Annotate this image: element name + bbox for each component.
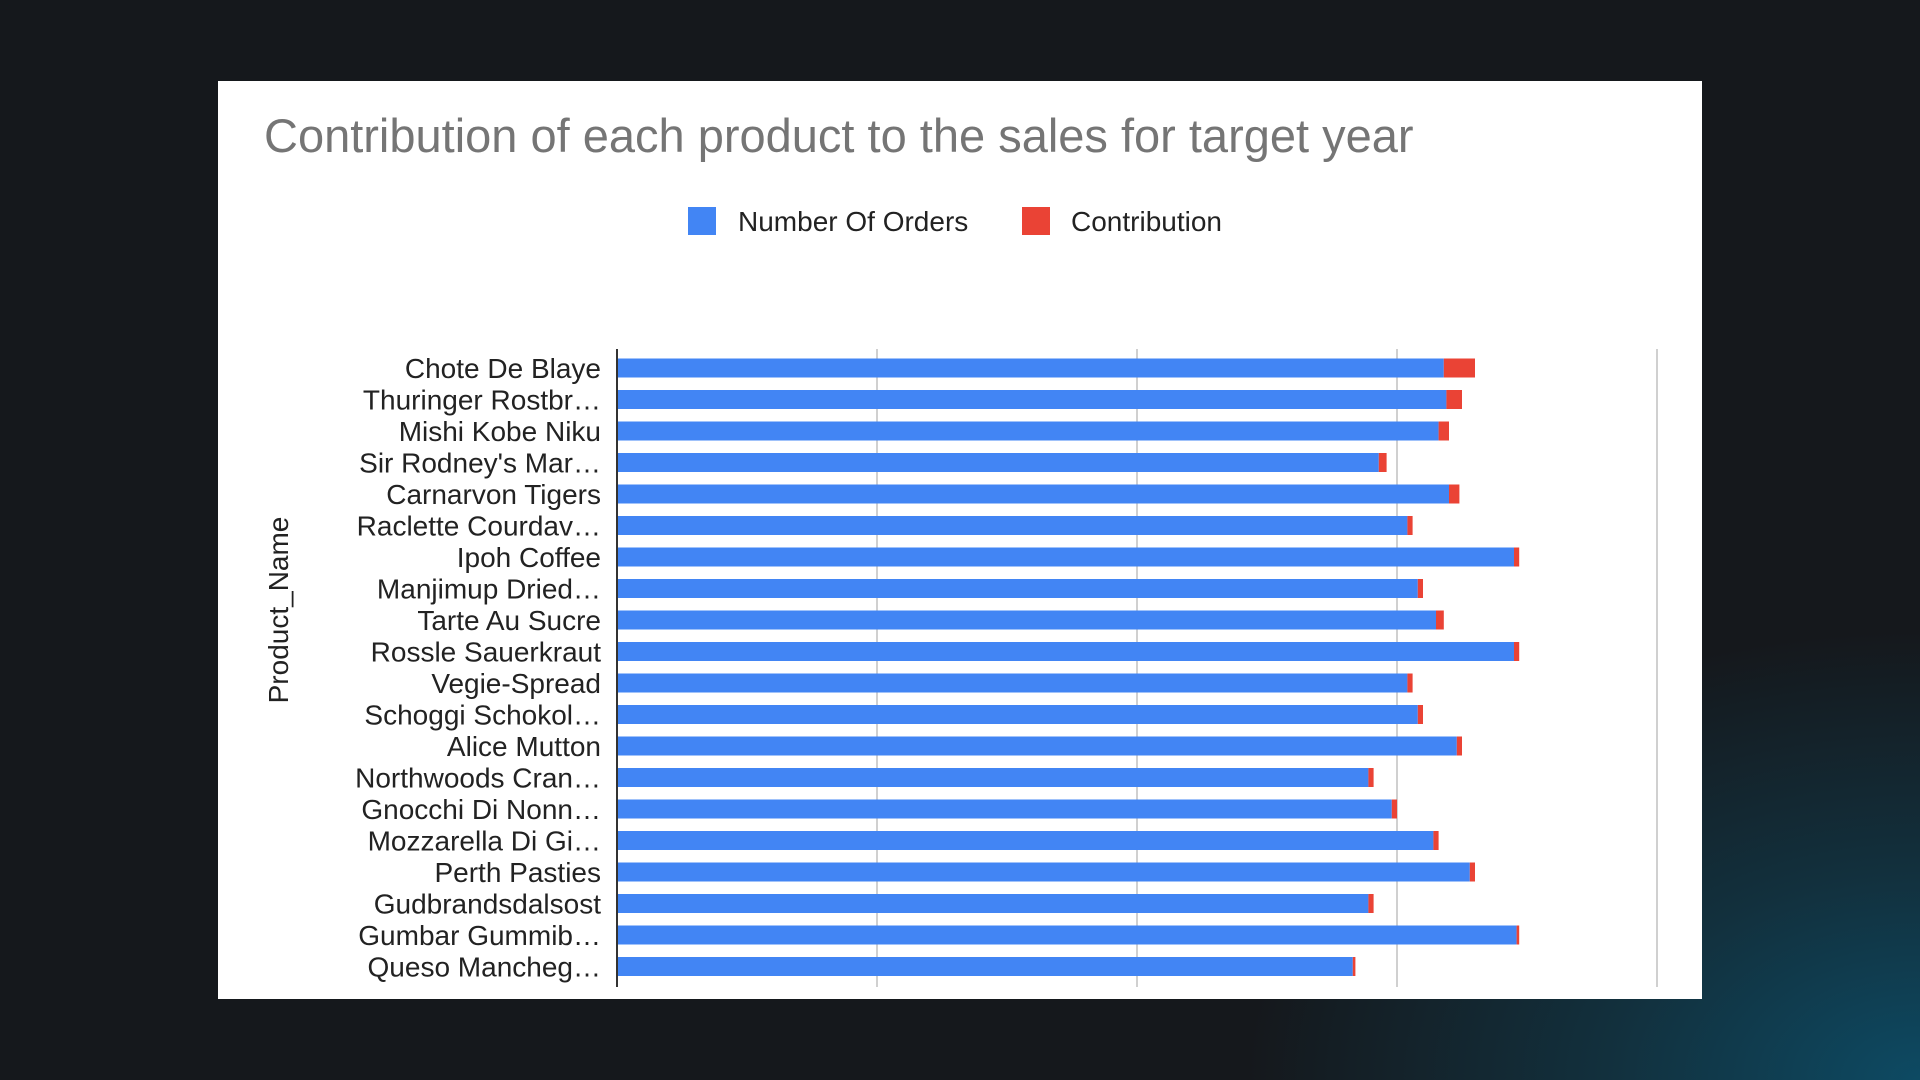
- bar-contribution-17: [1368, 894, 1374, 913]
- bar-orders-10: [617, 673, 1408, 693]
- bar-orders-5: [617, 516, 1408, 535]
- bar-orders-4: [617, 484, 1449, 504]
- bar-contribution-6: [1514, 547, 1520, 567]
- category-label: Gnocchi Di Nonn…: [361, 794, 601, 825]
- category-label: Ipoh Coffee: [457, 542, 601, 573]
- bar-contribution-11: [1417, 705, 1423, 724]
- bar-contribution-9: [1514, 642, 1520, 661]
- chart-svg: Contribution of each product to the sale…: [263, 109, 1658, 987]
- bar-contribution-2: [1438, 421, 1449, 441]
- legend-swatch-0: [688, 207, 716, 235]
- bar-orders-19: [617, 957, 1353, 976]
- bar-contribution-13: [1368, 768, 1374, 787]
- bar-contribution-1: [1446, 390, 1462, 409]
- category-label: Chote De Blaye: [405, 353, 601, 384]
- category-label: Gudbrandsdalsost: [374, 889, 601, 920]
- bar-contribution-14: [1391, 799, 1397, 819]
- category-label: Mozzarella Di Gi…: [368, 826, 601, 857]
- bar-orders-13: [617, 768, 1369, 787]
- bar-contribution-0: [1443, 358, 1475, 378]
- bar-orders-18: [617, 925, 1517, 945]
- chart-title: Contribution of each product to the sale…: [264, 109, 1414, 162]
- category-label: Thuringer Rostbr…: [363, 385, 601, 416]
- category-label: Schoggi Schokol…: [364, 700, 601, 731]
- bar-orders-17: [617, 894, 1369, 913]
- category-label: Carnarvon Tigers: [386, 479, 601, 510]
- bar-orders-16: [617, 862, 1470, 882]
- bar-contribution-15: [1433, 831, 1439, 850]
- bar-orders-1: [617, 390, 1447, 409]
- legend-label-0: Number Of Orders: [738, 206, 968, 237]
- bar-orders-15: [617, 831, 1434, 850]
- bar-contribution-3: [1378, 453, 1387, 472]
- category-label: Gumbar Gummib…: [358, 920, 601, 951]
- bar-orders-12: [617, 736, 1457, 756]
- category-label: Northwoods Cran…: [355, 763, 601, 794]
- bar-contribution-5: [1407, 516, 1413, 535]
- bar-contribution-4: [1449, 484, 1460, 504]
- bar-orders-0: [617, 358, 1444, 378]
- bar-orders-14: [617, 799, 1392, 819]
- legend: Number Of Orders Contribution: [688, 206, 1222, 237]
- bar-orders-9: [617, 642, 1514, 661]
- category-label: Raclette Courdav…: [357, 511, 601, 542]
- category-label: Vegie-Spread: [431, 668, 601, 699]
- bar-orders-8: [617, 610, 1436, 630]
- bar-orders-2: [617, 421, 1439, 441]
- category-label: Mishi Kobe Niku: [399, 416, 601, 447]
- gridlines: [876, 349, 1658, 987]
- bar-contribution-8: [1436, 610, 1444, 630]
- y-axis-title: Product_Name: [263, 517, 294, 704]
- legend-label-1: Contribution: [1071, 206, 1222, 237]
- bar-contribution-16: [1469, 862, 1475, 882]
- category-label: Tarte Au Sucre: [417, 605, 601, 636]
- bar-orders-3: [617, 453, 1379, 472]
- chart-card: Contribution of each product to the sale…: [218, 81, 1702, 999]
- legend-swatch-1: [1022, 207, 1050, 235]
- bar-contribution-12: [1456, 736, 1462, 756]
- category-label: Sir Rodney's Mar…: [359, 448, 601, 479]
- bar-contribution-7: [1417, 579, 1423, 598]
- bar-orders-6: [617, 547, 1514, 567]
- bar-orders-11: [617, 705, 1418, 724]
- category-label: Manjimup Dried…: [377, 574, 601, 605]
- bars: [617, 358, 1520, 976]
- bar-contribution-18: [1516, 925, 1520, 945]
- bar-contribution-10: [1407, 673, 1413, 693]
- category-label: Perth Pasties: [434, 857, 601, 888]
- bar-contribution-19: [1352, 957, 1356, 976]
- category-label: Rossle Sauerkraut: [371, 637, 602, 668]
- bar-orders-7: [617, 579, 1418, 598]
- category-label: Alice Mutton: [447, 731, 601, 762]
- category-label: Queso Mancheg…: [368, 952, 601, 983]
